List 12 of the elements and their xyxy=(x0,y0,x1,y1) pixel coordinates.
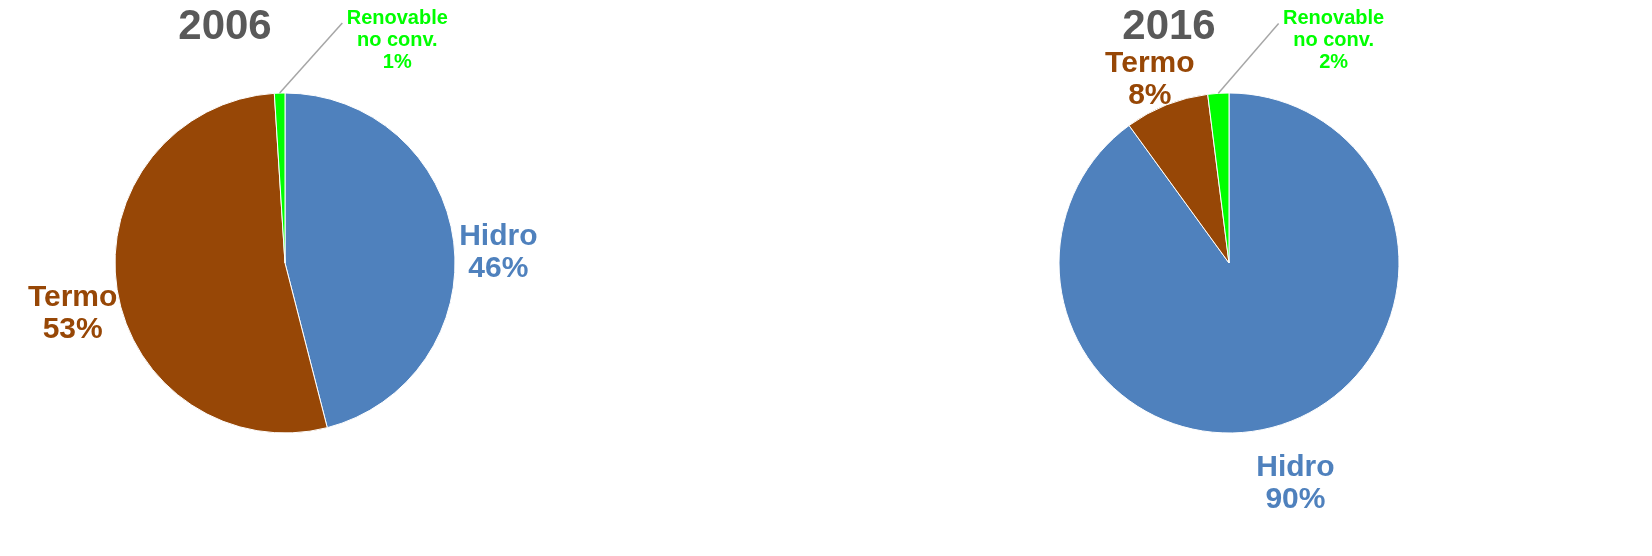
slice-label: Renovable no conv. xyxy=(1283,6,1385,51)
data-label: 8% xyxy=(1128,77,1172,111)
data-label: 2% xyxy=(1319,50,1349,73)
slice-label: Hidro xyxy=(1256,449,1335,483)
chart-title: 2006 xyxy=(178,1,272,49)
data-label: 46% xyxy=(468,250,529,284)
data-label: 1% xyxy=(382,50,412,73)
data-label: 53% xyxy=(42,310,103,344)
slice-label: Renovable no conv. xyxy=(346,6,448,51)
slice-label: Termo xyxy=(27,278,118,312)
slice-label: Hidro xyxy=(459,218,538,252)
data-label: 90% xyxy=(1265,481,1326,515)
